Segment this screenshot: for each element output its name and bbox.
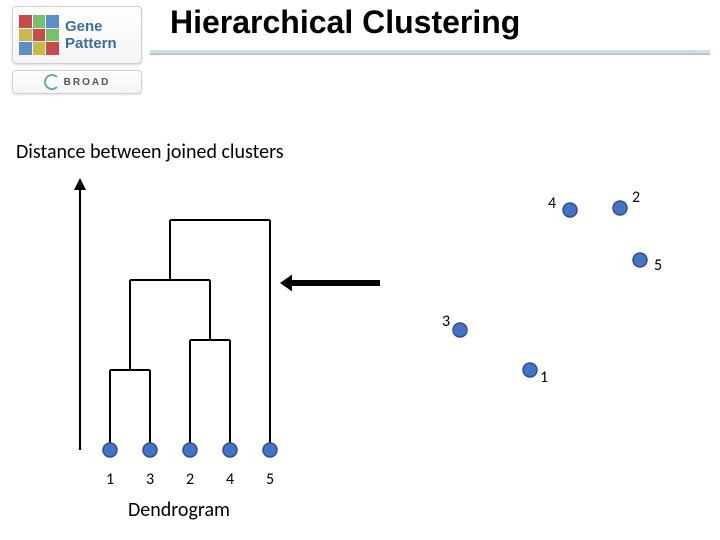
leaf-label: 2 [186,470,194,489]
scatter-label: 3 [442,312,450,331]
leaf-label: 5 [266,470,274,489]
y-axis-arrow-icon [74,178,86,450]
scatter-label: 4 [548,194,556,213]
leaf-label: 4 [226,470,234,489]
leaf-label: 3 [146,470,154,489]
scatter-label: 5 [654,256,662,275]
scatter-label: 2 [632,188,640,207]
dendrogram-leaf-points [103,443,277,457]
merge-arrow-icon [280,275,380,292]
scatter-label: 1 [540,368,548,387]
dendrogram-lines [110,220,270,450]
scatter-points [453,201,647,377]
dendrogram-caption: Dendrogram [128,498,230,522]
diagram-svg [0,0,720,540]
leaf-label: 1 [106,470,114,489]
